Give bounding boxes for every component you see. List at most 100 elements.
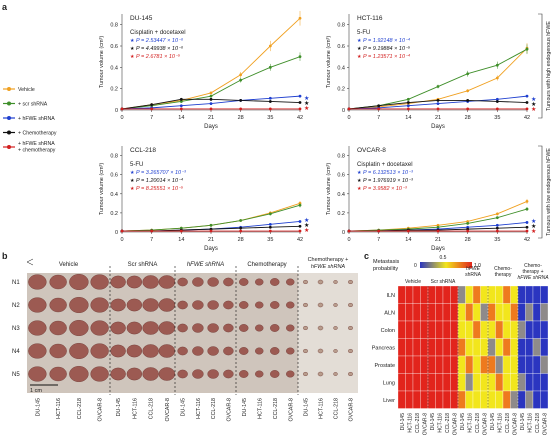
heatmap-column-label: CCL-218 — [505, 413, 511, 433]
cell-line-label: DU-145 — [242, 398, 248, 416]
y-tick-label: 0 — [115, 230, 118, 236]
heatmap-cell — [442, 390, 451, 409]
x-tick-label: 28 — [465, 115, 471, 121]
x-tick-label: 14 — [405, 237, 411, 243]
heatmap-cell — [472, 303, 481, 322]
heatmap-row-label: Liver — [383, 398, 395, 404]
heatmap-row-label: ALN — [384, 310, 395, 316]
significance-star: ★ — [130, 38, 135, 44]
tumour-specimen — [255, 278, 264, 286]
heatmap-cell — [450, 320, 459, 339]
tumour-specimen — [90, 343, 109, 359]
data-point — [268, 100, 272, 103]
y-tick-label: 0.4 — [110, 65, 118, 71]
significance-star: ★ — [130, 178, 135, 184]
cell-line-label: CCL-218 — [273, 398, 279, 419]
heatmap-cell — [517, 303, 526, 322]
heatmap-cell — [487, 285, 496, 304]
tumour-specimen — [286, 370, 295, 378]
data-point — [268, 225, 272, 229]
tumour-specimen — [158, 344, 176, 358]
p-value-label: P = 1.92148 × 10⁻⁴ — [363, 37, 411, 44]
tumour-specimen — [177, 277, 188, 287]
arrow-left — [26, 258, 34, 266]
heatmap-cell — [540, 320, 549, 339]
x-tick-label: 42 — [524, 115, 530, 121]
data-point — [406, 107, 410, 111]
heatmap-cell — [450, 285, 459, 304]
heatmap-row-label: Prostate — [375, 363, 395, 369]
x-tick-label: 21 — [208, 237, 214, 243]
legend-marker — [7, 145, 11, 149]
data-point — [120, 229, 124, 233]
data-point — [298, 107, 302, 111]
heatmap-cell — [480, 355, 489, 374]
heatmap-cell — [457, 338, 466, 357]
data-point — [209, 223, 213, 227]
heatmap-cell — [435, 303, 444, 322]
heatmap-cell — [427, 285, 436, 304]
photo-background-light — [298, 273, 358, 393]
heatmap-cell — [517, 390, 526, 409]
tumour-specimen — [207, 323, 219, 333]
tumour-specimen — [303, 279, 308, 285]
tumour-specimen — [142, 275, 159, 289]
data-point — [298, 16, 302, 20]
y-axis-label: Tumour volume (cm³) — [99, 163, 105, 216]
colorbar-tick: 0.5 — [440, 255, 447, 261]
data-point — [298, 203, 302, 207]
heatmap-cell — [450, 303, 459, 322]
heatmap-cell — [517, 285, 526, 304]
tumour-specimen — [142, 321, 159, 335]
tumour-specimen — [158, 321, 176, 335]
series-line — [121, 56, 301, 110]
endpoint-star: ★ — [531, 106, 536, 113]
y-tick-label: 0.4 — [110, 192, 118, 198]
tumour-specimen — [142, 367, 159, 381]
heatmap-cell — [472, 355, 481, 374]
data-point — [525, 207, 529, 211]
cell-line-label: HCT-116 — [196, 398, 202, 419]
data-point — [239, 99, 243, 102]
heatmap-cell — [412, 355, 421, 374]
x-tick-label: 35 — [267, 115, 273, 121]
heatmap-cell — [457, 285, 466, 304]
heatmap-cell — [405, 373, 414, 392]
data-point — [406, 104, 410, 108]
tumour-specimen — [69, 297, 89, 313]
tumour-specimen — [239, 324, 249, 332]
panel-letter-c: c — [364, 251, 369, 261]
data-point — [268, 44, 272, 48]
heatmap-cell — [442, 373, 451, 392]
p-value-label: P = 3.9582 × 10⁻³ — [363, 186, 407, 192]
tumour-specimen — [177, 300, 188, 310]
data-point — [268, 212, 272, 216]
heatmap-column-label: OVCAR-8 — [482, 413, 488, 435]
group-label: Chemotherapy + — [308, 257, 349, 263]
chart-title: OVCAR-8 — [357, 147, 386, 154]
heatmap-cell — [442, 338, 451, 357]
data-point — [179, 97, 183, 101]
heatmap-cell — [435, 390, 444, 409]
data-point — [150, 229, 154, 233]
heatmap-cell — [420, 285, 429, 304]
data-point — [466, 229, 470, 233]
legend-marker — [7, 101, 11, 106]
data-point — [150, 103, 154, 107]
heatmap-cell — [495, 303, 504, 322]
heatmap-cell — [540, 390, 549, 409]
heatmap-cell — [472, 285, 481, 304]
y-tick-label: 0.2 — [337, 211, 345, 217]
heatmap-cell — [532, 285, 541, 304]
heatmap-row-label: ILN — [386, 293, 395, 299]
tumour-specimen — [286, 324, 295, 332]
heatmap-group-label: Scr shRNA — [431, 279, 456, 285]
heatmap-cell — [502, 320, 511, 339]
significance-star: ★ — [357, 38, 362, 44]
data-point — [209, 94, 213, 98]
heatmap-cell — [427, 320, 436, 339]
tumour-specimen — [348, 348, 353, 354]
data-point — [268, 96, 272, 100]
